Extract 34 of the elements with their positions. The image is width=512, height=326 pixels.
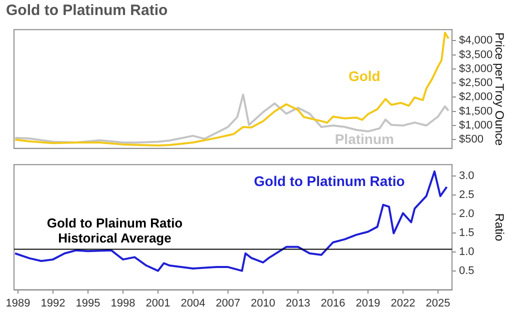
x-tick-label: 1989: [6, 297, 30, 310]
x-tick-label: 2025: [426, 297, 450, 310]
y-tick-label: $500: [459, 134, 484, 146]
x-tick-label: 2016: [320, 297, 346, 310]
series-label: Gold: [348, 68, 380, 84]
x-tick-label: 2007: [216, 297, 240, 310]
y-tick-label: 2.5: [459, 188, 474, 201]
chart-title: Gold to Platinum Ratio: [6, 2, 168, 19]
x-tick-label: 1998: [110, 297, 136, 310]
y-tick-label: $1,500: [459, 105, 493, 118]
x-tick-label: 2013: [286, 297, 310, 310]
x-tick-label: 1992: [40, 297, 66, 310]
y-axis-title: Price per Troy Ounce: [492, 32, 506, 146]
series-label: Gold to Platinum Ratio: [254, 172, 405, 189]
x-tick-label: 2010: [250, 297, 276, 310]
x-tick-label: 2004: [180, 297, 206, 310]
y-tick-label: $3,500: [459, 48, 493, 61]
y-tick-label: $2,000: [459, 91, 493, 104]
x-tick-label: 2019: [356, 297, 380, 310]
y-tick-label: $3,000: [459, 62, 493, 75]
x-tick-label: 2022: [390, 297, 416, 310]
x-tick-label: 1995: [76, 297, 100, 310]
y-tick-label: $4,000: [459, 34, 493, 47]
series-label: Platinum: [334, 130, 394, 147]
y-tick-label: 2.0: [459, 208, 474, 220]
y-tick-label: 0.5: [459, 264, 474, 277]
x-tick-label: 2001: [146, 297, 170, 310]
y-tick-label: 3.0: [459, 170, 474, 182]
y-tick-label: 1.5: [459, 226, 474, 239]
y-tick-label: 1.0: [459, 246, 474, 258]
ref-line-label: Gold to Plainum Ratio Historical Average: [46, 215, 183, 246]
y-tick-label: $2,500: [459, 77, 493, 90]
y-axis-title: Ratio: [492, 213, 506, 242]
y-tick-label: $1,000: [459, 120, 493, 132]
